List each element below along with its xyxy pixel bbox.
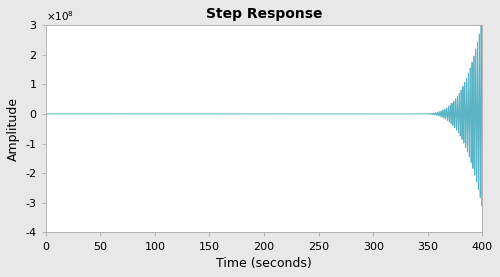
- Text: $\times10^8$: $\times10^8$: [46, 9, 74, 23]
- X-axis label: Time (seconds): Time (seconds): [216, 257, 312, 270]
- Y-axis label: Amplitude: Amplitude: [7, 97, 20, 161]
- Title: Step Response: Step Response: [206, 7, 322, 21]
